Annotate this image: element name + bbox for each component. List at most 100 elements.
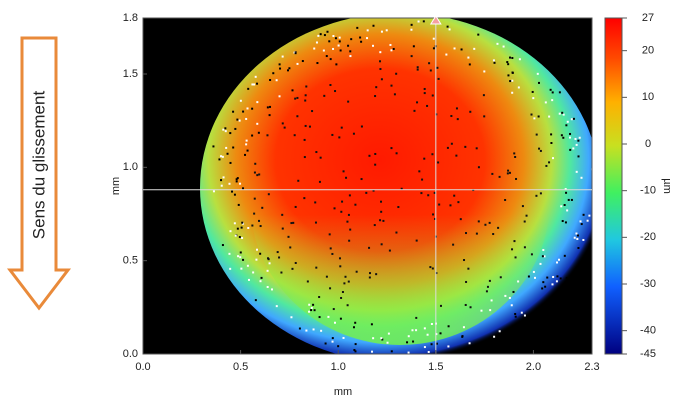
speckle — [269, 105, 272, 108]
speckle — [513, 152, 516, 155]
speckle — [563, 254, 566, 257]
speckle — [558, 258, 561, 261]
speckle — [564, 188, 567, 191]
speckle — [569, 136, 572, 139]
speckle — [313, 47, 316, 50]
speckle — [448, 28, 451, 31]
speckle — [416, 101, 419, 104]
speckle — [220, 184, 223, 187]
speckle — [268, 114, 271, 117]
speckle — [225, 146, 228, 149]
speckle — [354, 321, 357, 324]
height-map — [143, 18, 592, 354]
colorbar-tick-label: -40 — [640, 325, 656, 337]
speckle — [331, 133, 334, 136]
speckle — [387, 332, 390, 335]
speckle — [254, 299, 257, 302]
speckle — [272, 72, 275, 75]
speckle — [582, 238, 585, 241]
speckle — [332, 35, 335, 38]
speckle — [473, 47, 476, 50]
speckle — [538, 147, 541, 150]
speckle — [267, 193, 270, 196]
speckle — [229, 132, 232, 135]
speckle — [502, 45, 505, 48]
speckle — [253, 197, 256, 200]
speckle — [379, 60, 382, 63]
speckle — [561, 220, 564, 223]
speckle — [415, 316, 418, 319]
speckle — [463, 259, 466, 262]
speckle — [338, 36, 341, 39]
speckle — [575, 232, 578, 235]
speckle — [304, 124, 307, 127]
speckle — [421, 178, 424, 181]
speckle — [385, 29, 388, 32]
speckle — [564, 221, 567, 224]
speckle — [323, 94, 326, 97]
speckle — [266, 269, 269, 272]
speckle — [565, 124, 568, 127]
speckle — [346, 304, 349, 307]
speckle — [517, 280, 520, 283]
speckle — [446, 25, 449, 28]
speckle — [520, 311, 523, 314]
speckle — [332, 47, 335, 50]
speckle — [430, 323, 433, 326]
speckle — [483, 115, 486, 118]
speckle — [435, 272, 438, 275]
speckle — [258, 219, 261, 222]
speckle — [417, 20, 420, 23]
speckle — [375, 86, 378, 89]
speckle — [562, 113, 565, 116]
speckle — [349, 50, 352, 53]
speckle — [380, 30, 383, 33]
speckle — [464, 145, 467, 148]
speckle — [233, 193, 236, 196]
speckle — [545, 164, 548, 167]
speckle — [449, 204, 452, 207]
speckle — [410, 28, 413, 31]
speckle — [432, 37, 435, 40]
speckle — [375, 273, 378, 276]
speckle — [255, 258, 258, 261]
speckle — [539, 262, 542, 265]
speckle — [334, 37, 337, 40]
speckle — [252, 271, 255, 274]
speckle — [294, 261, 297, 264]
speckle — [569, 148, 572, 151]
speckle — [508, 171, 511, 174]
speckle — [310, 309, 313, 312]
speckle — [354, 350, 357, 353]
speckle — [349, 55, 352, 58]
speckle — [251, 83, 254, 86]
speckle — [291, 89, 294, 92]
speckle — [486, 285, 489, 288]
speckle — [380, 210, 383, 213]
speckle — [552, 157, 555, 160]
speckle — [241, 237, 244, 240]
speckle — [390, 49, 393, 52]
speckle — [317, 34, 320, 37]
speckle — [220, 179, 223, 182]
speckle — [316, 62, 319, 65]
speckle — [340, 210, 343, 213]
speckle — [542, 249, 545, 252]
speckle — [360, 125, 363, 128]
speckle — [492, 233, 495, 236]
speckle — [241, 221, 244, 224]
speckle — [525, 214, 528, 217]
x-tick-label: 0.0 — [135, 361, 150, 373]
speckle — [334, 90, 337, 93]
speckle — [304, 94, 307, 97]
speckle — [388, 354, 390, 356]
speckles — [212, 20, 592, 356]
speckle — [467, 56, 470, 59]
speckle — [434, 217, 437, 220]
speckle — [306, 280, 309, 283]
speckle — [283, 126, 286, 129]
speckle — [426, 333, 429, 336]
speckle — [432, 47, 435, 50]
speckle — [325, 55, 328, 58]
